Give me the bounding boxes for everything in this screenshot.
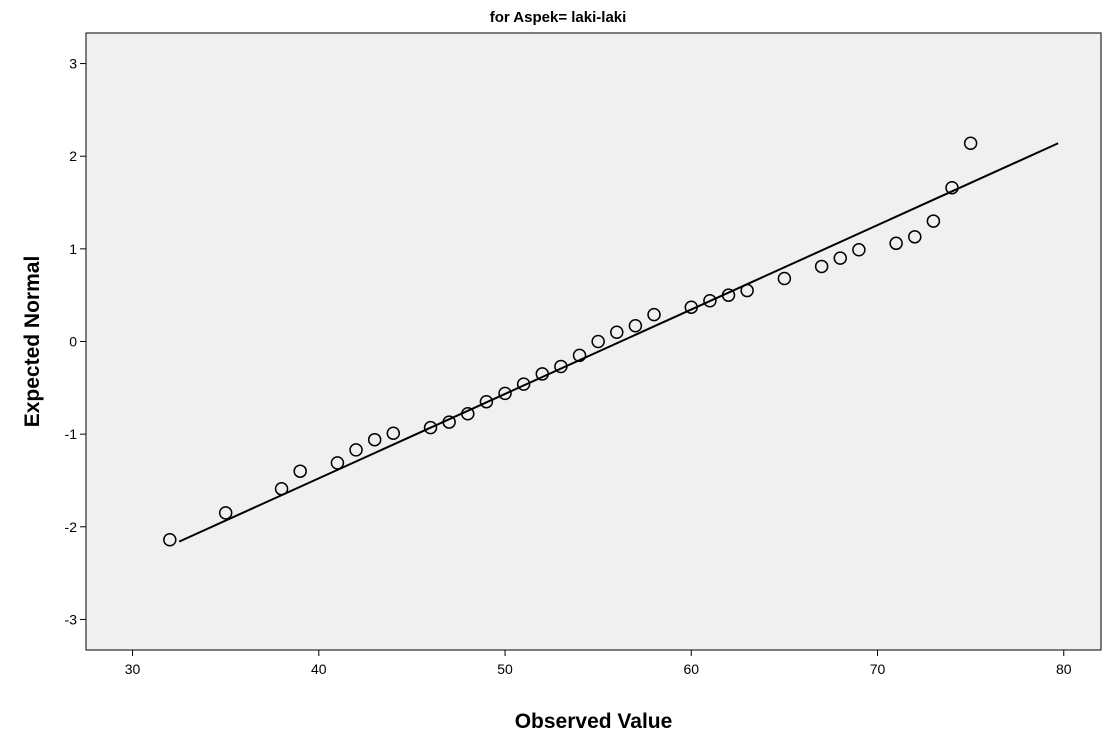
data-point (721, 288, 736, 302)
x-tick-label: 60 (683, 661, 699, 677)
data-point (926, 214, 941, 228)
data-point (684, 300, 699, 314)
data-point (293, 464, 307, 478)
x-axis: 30 40 50 60 70 80 (125, 650, 1072, 677)
data-point (516, 377, 531, 391)
reference-line (178, 142, 1059, 543)
data-points (163, 136, 978, 547)
x-tick-label: 30 (125, 661, 141, 677)
data-point (703, 293, 717, 308)
data-point (163, 533, 177, 547)
data-point (218, 506, 233, 520)
data-point (386, 426, 401, 440)
y-tick-label: 1 (69, 241, 77, 257)
data-point (777, 271, 792, 286)
data-point (461, 407, 475, 421)
y-tick-label: 3 (69, 56, 77, 72)
data-point (591, 334, 605, 349)
data-point (963, 136, 978, 150)
data-point (647, 307, 661, 322)
data-point (908, 230, 922, 244)
data-point (945, 180, 959, 195)
plot-area (85, 32, 1102, 651)
y-tick-label: 0 (69, 334, 77, 350)
data-point (554, 359, 568, 374)
x-tick-label: 80 (1056, 661, 1072, 677)
y-tick-label: -1 (65, 426, 78, 442)
y-axis: 3 2 1 0 -1 -2 -3 (65, 56, 86, 627)
data-point (349, 443, 363, 457)
chart-title: for Aspek= laki-laki (490, 9, 627, 26)
data-point (740, 283, 754, 298)
data-point (852, 243, 866, 257)
data-point (610, 325, 624, 339)
data-point (330, 456, 345, 470)
y-tick-label: 2 (69, 148, 77, 164)
data-point (833, 251, 848, 265)
data-point (442, 415, 456, 429)
data-point (274, 482, 289, 496)
x-axis-label: Observed Value (515, 710, 673, 733)
y-tick-label: -2 (65, 519, 78, 535)
x-tick-label: 40 (311, 661, 327, 677)
x-tick-label: 70 (870, 661, 886, 677)
data-point (498, 386, 512, 401)
data-point (423, 420, 438, 435)
data-point (572, 348, 587, 363)
y-tick-label: -3 (65, 611, 78, 627)
data-point (367, 432, 382, 447)
x-tick-label: 50 (497, 661, 513, 677)
data-point (479, 394, 494, 409)
data-point (814, 259, 829, 274)
data-point (889, 236, 903, 251)
y-axis-label: Expected Normal (21, 256, 44, 428)
data-point (535, 367, 550, 381)
data-point (628, 319, 643, 333)
